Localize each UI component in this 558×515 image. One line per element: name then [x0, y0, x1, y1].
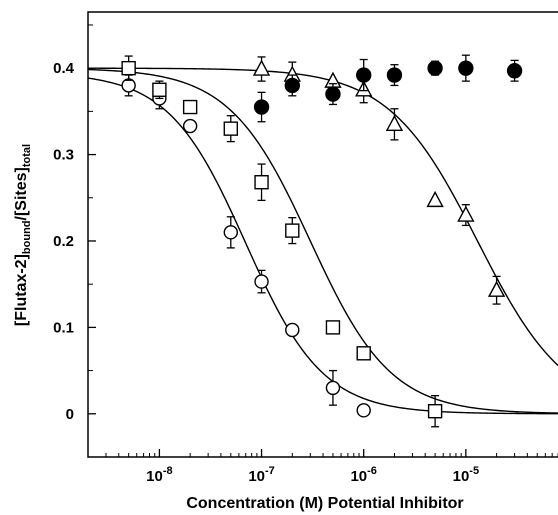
point-filled-circle: [386, 67, 403, 83]
tick-labels: 0 0.1 0.2 0.3 0.4 10-8 10-7 10-6 10-5: [53, 60, 479, 485]
y-tick-label: 0.4: [53, 60, 75, 77]
point-open-square: [427, 404, 443, 419]
x-tick-label: 10-5: [453, 465, 479, 485]
point-open-square: [121, 60, 136, 76]
point-open-square: [356, 346, 371, 361]
data-points: [121, 54, 523, 428]
point-open-triangle: [252, 59, 271, 76]
point-open-circle: [285, 322, 300, 338]
point-open-circle: [254, 274, 269, 289]
x-tick-label: 10-8: [146, 465, 172, 485]
x-tick-label: 10-7: [248, 465, 274, 485]
y-tick-label: 0.3: [53, 147, 74, 164]
fit-curve-open-square: [88, 68, 558, 414]
fit-curve-open-circle: [88, 77, 558, 415]
point-open-square: [223, 121, 238, 136]
point-open-circle: [182, 118, 198, 134]
point-open-triangle: [385, 114, 404, 132]
y-tick-label: 0: [66, 406, 74, 423]
point-open-circle: [223, 225, 238, 240]
y-axis-title: [Flutax-2]bound/[Sites]total: [13, 144, 33, 326]
point-filled-circle: [355, 67, 372, 83]
x-tick-label: 10-6: [350, 465, 376, 485]
point-filled-circle: [253, 99, 270, 115]
fit-curves: [88, 67, 558, 415]
fit-curve-open-triangle: [88, 67, 558, 367]
point-open-square: [182, 99, 198, 115]
point-open-triangle: [487, 280, 506, 297]
plot-frame: [87, 11, 558, 458]
point-open-square: [152, 82, 167, 97]
point-open-triangle: [457, 205, 475, 222]
point-filled-circle: [506, 63, 523, 79]
point-filled-circle: [284, 77, 301, 94]
y-tick-label: 0.2: [53, 233, 74, 250]
x-axis-title: Concentration (M) Potential Inhibitor: [186, 495, 463, 512]
point-filled-circle: [325, 86, 341, 102]
point-open-circle: [356, 403, 371, 418]
point-open-square: [254, 175, 269, 190]
point-open-square: [325, 320, 341, 335]
point-filled-circle: [458, 60, 474, 76]
point-open-triangle: [426, 190, 444, 208]
y-tick-label: 0.1: [53, 319, 74, 336]
point-filled-circle: [427, 60, 443, 76]
point-open-circle: [325, 380, 341, 396]
point-open-square: [285, 223, 300, 238]
